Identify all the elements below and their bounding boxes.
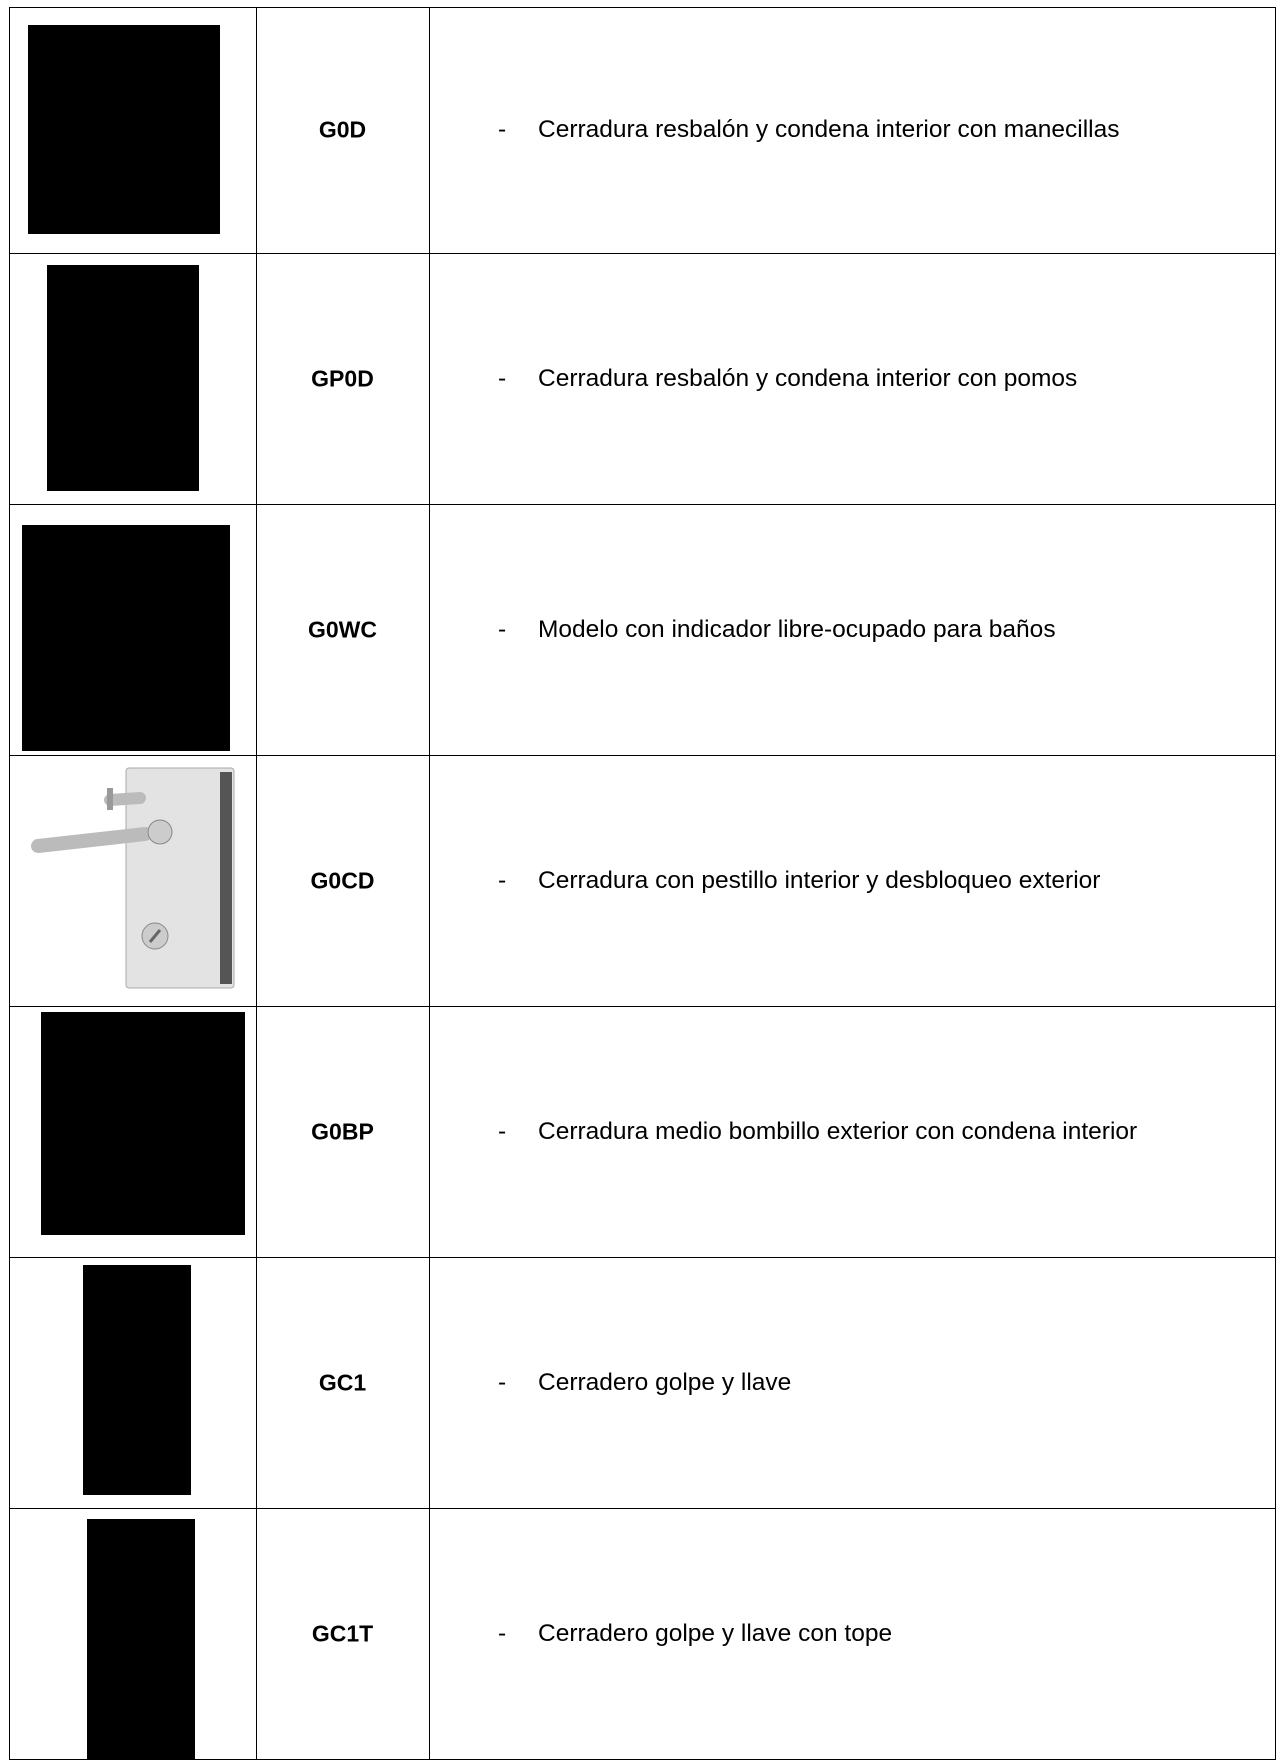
- product-code: GC1T: [311, 1620, 374, 1646]
- product-description: Cerradura resbalón y condena interior co…: [538, 116, 1120, 143]
- bullet: -: [498, 1117, 507, 1145]
- row-border: [9, 7, 1276, 8]
- column-border: [256, 7, 257, 1760]
- row-border: [9, 1257, 1276, 1258]
- product-code: G0D: [318, 116, 367, 143]
- product-code: G0BP: [311, 1118, 374, 1144]
- bullet: -: [498, 1368, 507, 1396]
- bullet: -: [498, 1619, 507, 1647]
- product-image: [22, 525, 230, 751]
- product-image: [87, 1519, 195, 1760]
- column-border: [429, 7, 430, 1760]
- product-code: GP0D: [311, 365, 374, 391]
- product-image: [28, 25, 220, 234]
- row-border: [9, 504, 1276, 505]
- product-image: [31, 767, 235, 989]
- column-border: [1275, 7, 1276, 1760]
- product-description: Cerradero golpe y llave: [538, 1368, 792, 1396]
- bullet: -: [498, 615, 507, 643]
- row-border: [9, 253, 1276, 254]
- product-image: [47, 265, 199, 491]
- column-border: [9, 7, 10, 1760]
- row-border: [9, 755, 1276, 756]
- row-border: [9, 1006, 1276, 1007]
- product-description: Cerradura resbalón y condena interior co…: [538, 364, 1078, 392]
- product-image: [83, 1265, 191, 1495]
- bullet: -: [498, 116, 507, 143]
- product-description: Modelo con indicador libre-ocupado para …: [538, 615, 1056, 643]
- product-description: Cerradura medio bombillo exterior con co…: [538, 1117, 1138, 1145]
- bullet: -: [498, 364, 507, 392]
- product-code: G0WC: [308, 616, 377, 642]
- product-code: GC1: [318, 1369, 367, 1395]
- product-code: G0CD: [310, 867, 375, 893]
- product-description: Cerradura con pestillo interior y desblo…: [538, 866, 1101, 894]
- product-image: [41, 1012, 245, 1235]
- bullet: -: [498, 866, 507, 894]
- row-border: [9, 1508, 1276, 1509]
- product-description: Cerradero golpe y llave con tope: [538, 1619, 893, 1647]
